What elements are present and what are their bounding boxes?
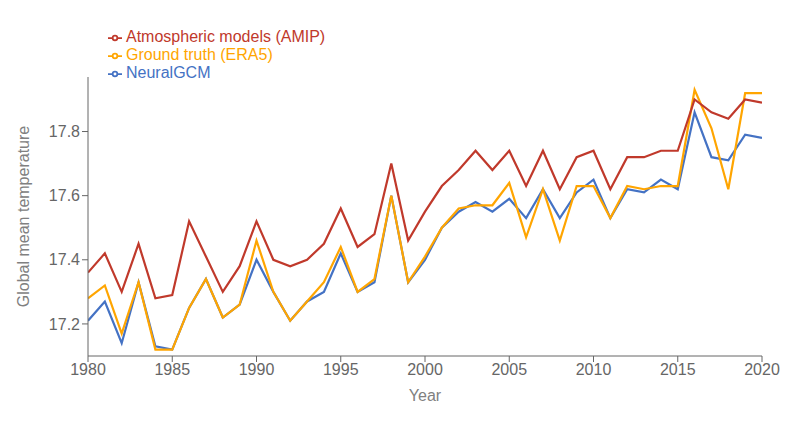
svg-text:2010: 2010 (576, 361, 612, 378)
svg-text:2020: 2020 (744, 361, 780, 378)
svg-text:17.6: 17.6 (49, 187, 80, 204)
svg-text:17.8: 17.8 (49, 123, 80, 140)
svg-text:17.2: 17.2 (49, 316, 80, 333)
html-text:Atmospheric models (AMIP): Atmospheric models (AMIP) (126, 28, 326, 45)
svg-text:1995: 1995 (323, 361, 359, 378)
svg-text:1980: 1980 (70, 361, 106, 378)
svg-text:2000: 2000 (407, 361, 443, 378)
svg-text:Year: Year (409, 387, 442, 404)
html-text:NeuralGCM: NeuralGCM (126, 64, 211, 81)
svg-text:1990: 1990 (239, 361, 275, 378)
svg-text:2005: 2005 (491, 361, 527, 378)
html-text:Ground truth (ERA5): Ground truth (ERA5) (126, 46, 273, 63)
svg-text:Global mean temperature: Global mean temperature (15, 126, 32, 308)
svg-text:2015: 2015 (660, 361, 696, 378)
svg-text:17.4: 17.4 (49, 251, 80, 268)
svg-text:1985: 1985 (154, 361, 190, 378)
